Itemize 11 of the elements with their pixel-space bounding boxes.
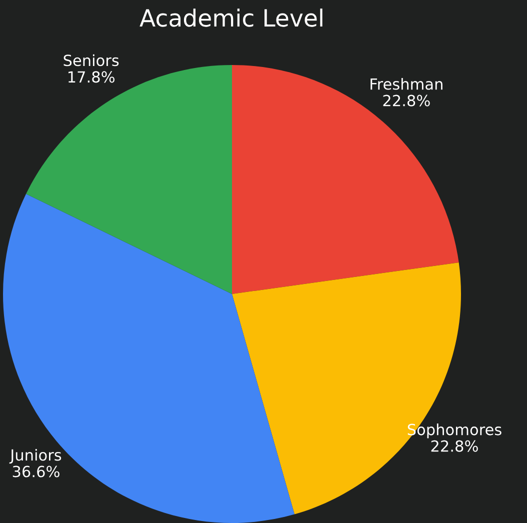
slice-label: Freshman [370, 78, 442, 90]
data-label: 22.8% [383, 94, 430, 106]
data-label: 36.6% [12, 466, 60, 478]
slice-label: Juniors [9, 448, 62, 464]
pie-slice [3, 194, 295, 523]
pie-slice [26, 65, 232, 294]
pie-slice [232, 65, 459, 294]
data-label: 17.8% [68, 71, 114, 83]
slice-label: Seniors [64, 54, 119, 66]
chart-title: Academic Level [140, 8, 322, 27]
data-label: 22.8% [431, 440, 478, 452]
